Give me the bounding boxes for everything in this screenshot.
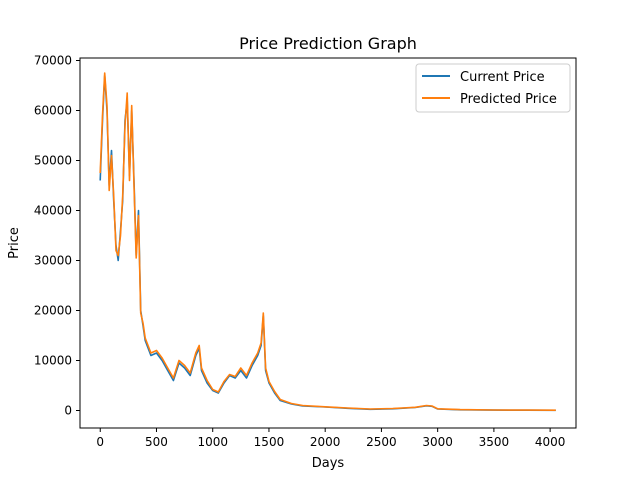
x-axis: 0 500 1000 1500 2000 2500 3000 3500 4000 [96,428,565,449]
plot-frame [79,57,577,429]
x-tick-label: 1500 [254,435,285,449]
x-tick-label: 500 [145,435,168,449]
y-tick-label: 20000 [34,304,72,318]
series-line-predicted-price [99,72,556,412]
y-tick-label: 60000 [34,104,72,118]
y-tick-label: 50000 [34,154,72,168]
y-tick-label: 0 [64,404,72,418]
y-tick-label: 40000 [34,204,72,218]
y-tick-label: 10000 [34,354,72,368]
series-layer [99,72,556,412]
x-axis-label: Days [312,456,345,471]
legend-label-predicted-price: Predicted Price [460,92,557,107]
y-axis: 0 10000 20000 30000 40000 50000 60000 70000 [34,54,80,418]
x-tick-label: 1000 [197,435,228,449]
y-tick-label: 30000 [34,254,72,268]
legend-label-current-price: Current Price [460,70,545,85]
chart-title: Price Prediction Graph [239,34,417,53]
x-tick-label: 4000 [535,435,566,449]
y-axis-label: Price [7,227,22,259]
x-tick-label: 3500 [479,435,510,449]
x-tick-label: 2000 [310,435,341,449]
y-tick-label: 70000 [34,54,72,68]
x-tick-label: 2500 [366,435,397,449]
legend: Current Price Predicted Price [415,63,571,113]
legend-box [415,63,571,113]
x-tick-label: 0 [96,435,104,449]
x-tick-label: 3000 [422,435,453,449]
